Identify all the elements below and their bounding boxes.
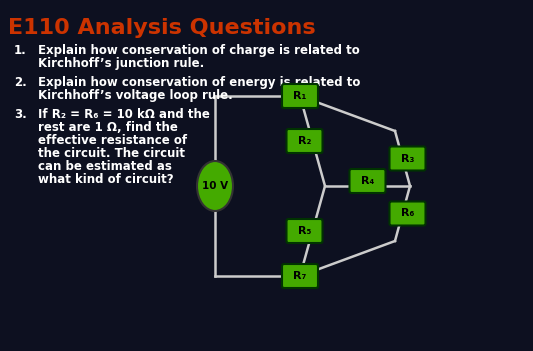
FancyBboxPatch shape xyxy=(390,201,425,225)
Text: 3.: 3. xyxy=(14,108,27,121)
Text: R₃: R₃ xyxy=(401,153,414,164)
Text: what kind of circuit?: what kind of circuit? xyxy=(38,173,174,186)
Text: E110 Analysis Questions: E110 Analysis Questions xyxy=(8,18,316,38)
FancyBboxPatch shape xyxy=(350,169,385,193)
FancyBboxPatch shape xyxy=(287,219,322,243)
FancyBboxPatch shape xyxy=(390,146,425,171)
FancyBboxPatch shape xyxy=(282,264,318,288)
Text: 1.: 1. xyxy=(14,44,27,57)
Text: R₂: R₂ xyxy=(298,136,311,146)
FancyBboxPatch shape xyxy=(282,84,318,108)
Text: Explain how conservation of charge is related to: Explain how conservation of charge is re… xyxy=(38,44,360,57)
Text: R₄: R₄ xyxy=(361,176,374,186)
Text: If R₂ = R₆ = 10 kΩ and the: If R₂ = R₆ = 10 kΩ and the xyxy=(38,108,210,121)
Text: Kirchhoff’s junction rule.: Kirchhoff’s junction rule. xyxy=(38,57,204,70)
Text: effective resistance of: effective resistance of xyxy=(38,134,187,147)
Text: Kirchhoff’s voltage loop rule.: Kirchhoff’s voltage loop rule. xyxy=(38,89,233,102)
Text: can be estimated as: can be estimated as xyxy=(38,160,172,173)
Text: the circuit. The circuit: the circuit. The circuit xyxy=(38,147,185,160)
Text: Explain how conservation of energy is related to: Explain how conservation of energy is re… xyxy=(38,76,360,89)
Text: 2.: 2. xyxy=(14,76,27,89)
Text: rest are 1 Ω, find the: rest are 1 Ω, find the xyxy=(38,121,178,134)
Text: R₅: R₅ xyxy=(298,226,311,236)
Ellipse shape xyxy=(197,161,233,211)
FancyBboxPatch shape xyxy=(287,129,322,153)
Text: R₁: R₁ xyxy=(293,91,306,101)
Text: 10 V: 10 V xyxy=(202,181,228,191)
Text: R₆: R₆ xyxy=(401,208,414,219)
Text: R₇: R₇ xyxy=(293,271,306,281)
